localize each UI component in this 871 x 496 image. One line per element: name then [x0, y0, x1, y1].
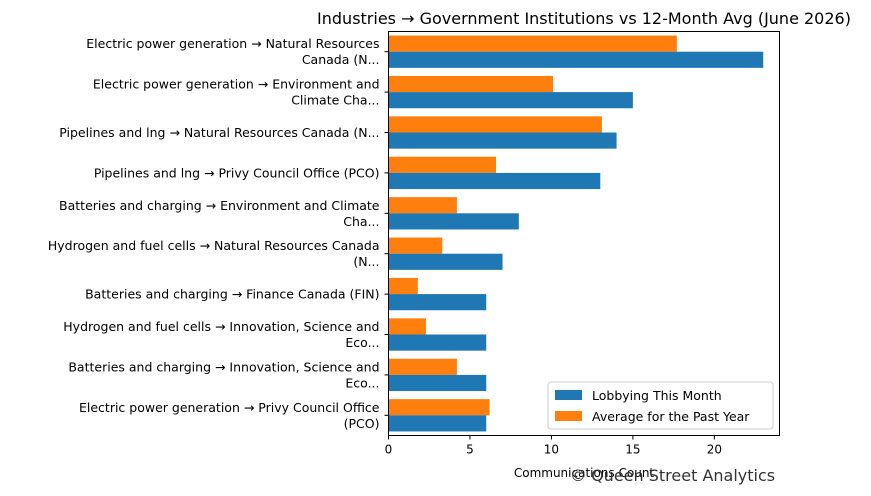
bar-average-past-year: [388, 75, 554, 93]
bar-lobbying-this-month: [388, 374, 487, 392]
bar-lobbying-this-month: [388, 132, 617, 149]
legend: Lobbying This Month Average for the Past …: [547, 381, 774, 430]
bar-lobbying-this-month: [388, 51, 764, 68]
bar-lobbying-this-month: [388, 213, 519, 230]
legend-label: Lobbying This Month: [592, 388, 722, 403]
bar-lobbying-this-month: [388, 294, 487, 311]
watermark: © Queen Street Analytics: [570, 466, 776, 485]
bar-average-past-year: [388, 237, 443, 254]
x-tick-label: 10: [544, 443, 559, 457]
plot-frame: [388, 31, 780, 436]
x-tick-label: 5: [466, 443, 474, 457]
category-label: Pipelines and lng → Natural Resources Ca…: [59, 125, 379, 140]
x-axis-label: Communications Count: [514, 466, 655, 480]
category-label: Hydrogen and fuel cells → Innovation, Sc…: [63, 319, 379, 350]
category-label: Electric power generation → Environment …: [93, 77, 380, 108]
x-axis: 0 5 10 15 20: [385, 435, 722, 457]
bar-lobbying-this-month: [388, 415, 487, 432]
category-label: Batteries and charging → Finance Canada …: [85, 287, 379, 302]
bars-layer: [388, 35, 764, 432]
bar-average-past-year: [388, 277, 418, 295]
legend-swatch: [555, 411, 582, 421]
legend-label: Average for the Past Year: [592, 409, 750, 424]
legend-box: [547, 381, 774, 430]
bar-average-past-year: [388, 197, 457, 214]
bar-average-past-year: [388, 116, 602, 133]
category-label: Batteries and charging → Environment and…: [59, 198, 380, 229]
bar-lobbying-this-month: [388, 172, 601, 190]
x-tick-label: 15: [625, 443, 640, 457]
category-label: Batteries and charging → Innovation, Sci…: [68, 359, 379, 390]
bar-lobbying-this-month: [388, 334, 487, 351]
bar-average-past-year: [388, 35, 677, 52]
bar-average-past-year: [388, 156, 497, 173]
category-label: Electric power generation → Natural Reso…: [86, 36, 379, 67]
x-tick-label: 0: [385, 443, 393, 457]
bar-average-past-year: [388, 358, 457, 375]
x-tick-label: 20: [707, 443, 722, 457]
legend-swatch: [555, 390, 582, 400]
category-label: Electric power generation → Privy Counci…: [79, 400, 380, 431]
category-labels: Electric power generation → Natural Reso…: [48, 36, 389, 431]
chart-title: Industries → Government Institutions vs …: [317, 9, 851, 28]
bar-lobbying-this-month: [388, 92, 633, 109]
category-label: Pipelines and lng → Privy Council Office…: [94, 165, 380, 180]
bar-lobbying-this-month: [388, 253, 503, 270]
category-label: Hydrogen and fuel cells → Natural Resour…: [48, 238, 380, 269]
bar-average-past-year: [388, 318, 426, 335]
bar-average-past-year: [388, 399, 490, 416]
